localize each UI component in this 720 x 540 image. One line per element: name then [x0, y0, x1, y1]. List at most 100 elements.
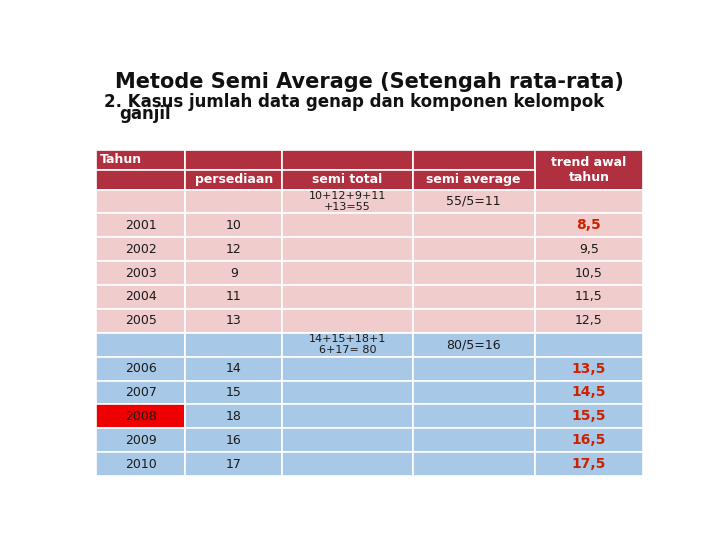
- Bar: [534, 428, 644, 452]
- Bar: [96, 237, 185, 261]
- Bar: [185, 170, 282, 190]
- Bar: [282, 452, 413, 476]
- Bar: [534, 404, 644, 428]
- Bar: [534, 333, 644, 356]
- Bar: [413, 309, 534, 333]
- Bar: [282, 170, 413, 190]
- Bar: [413, 285, 534, 309]
- Text: 2007: 2007: [125, 386, 157, 399]
- Bar: [185, 333, 282, 356]
- Text: 2010: 2010: [125, 457, 156, 470]
- Bar: [534, 150, 644, 190]
- Text: 55/5=11: 55/5=11: [446, 195, 501, 208]
- Text: 14: 14: [226, 362, 242, 375]
- Bar: [96, 285, 185, 309]
- Bar: [96, 404, 185, 428]
- Bar: [96, 150, 185, 170]
- Text: 2005: 2005: [125, 314, 157, 327]
- Text: 2002: 2002: [125, 242, 156, 256]
- Text: 10+12+9+11
+13=55: 10+12+9+11 +13=55: [309, 191, 386, 212]
- Bar: [534, 190, 644, 213]
- Bar: [282, 428, 413, 452]
- Bar: [534, 261, 644, 285]
- Bar: [282, 356, 413, 381]
- Bar: [185, 237, 282, 261]
- Text: 17,5: 17,5: [572, 457, 606, 471]
- Text: 15,5: 15,5: [572, 409, 606, 423]
- Bar: [185, 356, 282, 381]
- Bar: [96, 356, 185, 381]
- Text: persediaan: persediaan: [194, 173, 273, 186]
- Text: 10: 10: [226, 219, 242, 232]
- Bar: [413, 404, 534, 428]
- Text: 17: 17: [226, 457, 242, 470]
- Text: 2006: 2006: [125, 362, 156, 375]
- Bar: [185, 213, 282, 237]
- Bar: [282, 261, 413, 285]
- Bar: [413, 452, 534, 476]
- Bar: [282, 381, 413, 404]
- Bar: [185, 150, 282, 170]
- Bar: [413, 333, 534, 356]
- Text: Metode Semi Average (Setengah rata-rata): Metode Semi Average (Setengah rata-rata): [114, 72, 624, 92]
- Bar: [96, 309, 185, 333]
- Bar: [413, 190, 534, 213]
- Text: 16,5: 16,5: [572, 433, 606, 447]
- Bar: [413, 356, 534, 381]
- Bar: [96, 190, 185, 213]
- Text: 13: 13: [226, 314, 242, 327]
- Bar: [282, 237, 413, 261]
- Bar: [185, 309, 282, 333]
- Text: 16: 16: [226, 434, 242, 447]
- Bar: [534, 150, 644, 170]
- Bar: [185, 285, 282, 309]
- Text: 2. Kasus jumlah data genap dan komponen kelompok: 2. Kasus jumlah data genap dan komponen …: [104, 93, 604, 111]
- Text: 11,5: 11,5: [575, 291, 603, 303]
- Bar: [96, 428, 185, 452]
- Bar: [413, 428, 534, 452]
- Text: 15: 15: [226, 386, 242, 399]
- Bar: [534, 237, 644, 261]
- Text: 12,5: 12,5: [575, 314, 603, 327]
- Bar: [413, 237, 534, 261]
- Bar: [282, 333, 413, 356]
- Bar: [282, 404, 413, 428]
- Bar: [96, 333, 185, 356]
- Text: 2009: 2009: [125, 434, 156, 447]
- Text: 14+15+18+1
6+17= 80: 14+15+18+1 6+17= 80: [309, 334, 386, 355]
- Bar: [413, 381, 534, 404]
- Bar: [185, 381, 282, 404]
- Text: 2008: 2008: [125, 410, 157, 423]
- Bar: [282, 213, 413, 237]
- Text: 2001: 2001: [125, 219, 156, 232]
- Text: 18: 18: [226, 410, 242, 423]
- Text: semi average: semi average: [426, 173, 521, 186]
- Bar: [185, 190, 282, 213]
- Bar: [534, 309, 644, 333]
- Bar: [185, 261, 282, 285]
- Bar: [185, 428, 282, 452]
- Bar: [534, 381, 644, 404]
- Bar: [413, 213, 534, 237]
- Bar: [185, 452, 282, 476]
- Bar: [413, 170, 534, 190]
- Bar: [96, 170, 185, 190]
- Text: 13,5: 13,5: [572, 362, 606, 375]
- Text: trend awal
tahun: trend awal tahun: [552, 156, 626, 184]
- Bar: [534, 452, 644, 476]
- Bar: [96, 213, 185, 237]
- Text: 11: 11: [226, 291, 242, 303]
- Bar: [413, 261, 534, 285]
- Text: 9: 9: [230, 267, 238, 280]
- Bar: [282, 285, 413, 309]
- Text: 10,5: 10,5: [575, 267, 603, 280]
- Bar: [534, 356, 644, 381]
- Text: 2003: 2003: [125, 267, 156, 280]
- Text: Tahun: Tahun: [100, 153, 142, 166]
- Bar: [413, 150, 534, 170]
- Bar: [282, 190, 413, 213]
- Text: 2004: 2004: [125, 291, 156, 303]
- Text: 9,5: 9,5: [579, 242, 599, 256]
- Text: semi total: semi total: [312, 173, 382, 186]
- Bar: [96, 381, 185, 404]
